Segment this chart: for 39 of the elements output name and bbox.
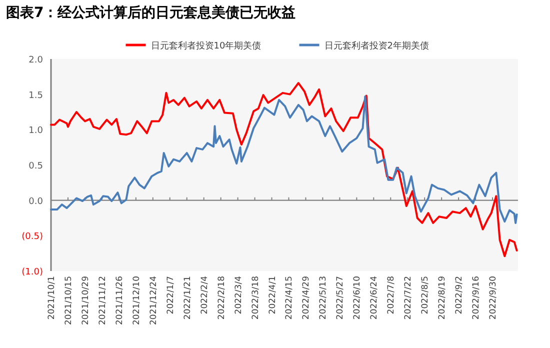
x-tick-label: 2021/11/12 bbox=[98, 276, 108, 325]
x-tick-label: 2021/11/26 bbox=[114, 276, 125, 325]
x-tick-label: 2022/6/24 bbox=[370, 276, 380, 320]
y-tick-label: 2.0 bbox=[28, 56, 44, 66]
x-tick-label: 2021/10/15 bbox=[64, 276, 74, 325]
y-tick-label: (1.0) bbox=[22, 268, 43, 278]
x-tick-label: 2022/2/18 bbox=[216, 276, 227, 320]
y-tick-label: 0.0 bbox=[28, 196, 44, 207]
x-tick-label: 2022/7/8 bbox=[386, 276, 397, 314]
x-tick-label: 2021/10/1 bbox=[47, 276, 57, 320]
chart-title: 图表7：经公式计算后的日元套息美债已无收益 bbox=[6, 4, 296, 21]
x-tick-label: 2022/5/13 bbox=[318, 276, 329, 320]
x-tick-label: 2022/8/5 bbox=[420, 276, 431, 314]
x-tick-label: 2021/12/24 bbox=[148, 276, 159, 325]
x-tick-label: 2021/10/29 bbox=[80, 276, 91, 325]
x-tick-label: 2022/1/7 bbox=[166, 276, 176, 314]
legend-label: 日元套利者投资10年期美债 bbox=[150, 40, 262, 52]
line-series bbox=[50, 95, 518, 224]
x-tick-label: 2022/9/30 bbox=[488, 276, 499, 320]
x-tick-label: 2022/4/29 bbox=[302, 276, 312, 320]
line-series bbox=[50, 82, 518, 258]
y-tick-label: 0.5 bbox=[28, 162, 43, 172]
x-tick-label: 2022/2/4 bbox=[200, 276, 210, 314]
x-tick-label: 2022/8/19 bbox=[438, 276, 448, 320]
x-tick-label: 2022/1/21 bbox=[182, 276, 193, 320]
x-tick-label: 2022/9/16 bbox=[472, 276, 482, 320]
x-tick-label: 2022/9/2 bbox=[454, 276, 465, 314]
legend-label: 日元套利者投资2年期美债 bbox=[324, 40, 429, 52]
x-tick-label: 2022/4/1 bbox=[268, 276, 278, 314]
y-tick-label: 1.0 bbox=[28, 126, 44, 136]
x-tick-label: 2021/12/10 bbox=[132, 276, 142, 325]
y-tick-label: 1.5 bbox=[28, 90, 43, 101]
x-tick-label: 2022/4/15 bbox=[284, 276, 295, 320]
y-tick-label: (0.5) bbox=[22, 232, 43, 242]
x-tick-label: 2022/5/27 bbox=[336, 276, 346, 320]
x-tick-label: 2022/3/18 bbox=[250, 276, 261, 320]
x-tick-label: 2022/7/22 bbox=[404, 276, 414, 320]
x-tick-label: 2022/6/10 bbox=[352, 276, 363, 320]
x-tick-label: 2022/3/4 bbox=[234, 276, 244, 314]
